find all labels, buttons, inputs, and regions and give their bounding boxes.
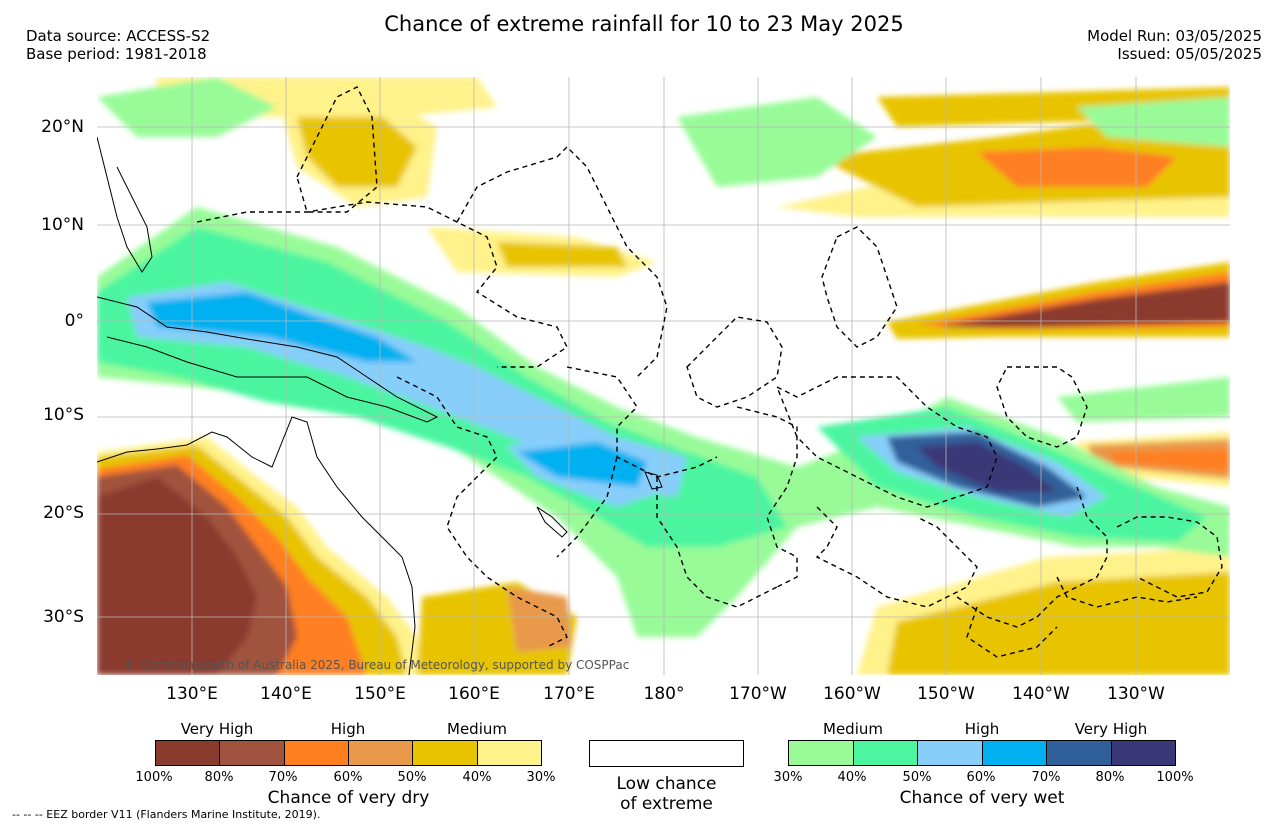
dry-swatch-5 [413, 741, 478, 765]
lon-label-160w: 160°W [823, 684, 881, 704]
wet-tick: 70% [1031, 770, 1061, 785]
model-run: Model Run: 03/05/2025 [1087, 27, 1262, 45]
base-period: Base period: 1981-2018 [26, 45, 207, 63]
map-title: Chance of extreme rainfall for 10 to 23 … [384, 12, 904, 36]
dry-level-medium: Medium [447, 720, 507, 738]
wet-tick: 100% [1156, 770, 1194, 785]
lon-label-170e: 170°E [543, 684, 595, 704]
issued-date: Issued: 05/05/2025 [1117, 45, 1262, 63]
lat-label-20s: 20°S [43, 503, 84, 523]
wet-swatch-2 [853, 741, 918, 765]
dry-tick: 50% [397, 770, 427, 785]
map-canvas [97, 77, 1230, 675]
dry-swatch-2 [220, 741, 285, 765]
dry-tick: 40% [462, 770, 492, 785]
wet-level-very-high: Very High [1074, 720, 1148, 738]
eez-footnote: -- -- -- EEZ border V11 (Flanders Marine… [12, 808, 321, 821]
rainfall-anomaly-field [97, 77, 1230, 675]
rainfall-map: © Commonwealth of Australia 2025, Bureau… [97, 77, 1230, 675]
copyright-credit: © Commonwealth of Australia 2025, Bureau… [124, 658, 630, 672]
coastlines [97, 136, 663, 675]
data-source: Data source: ACCESS-S2 [26, 27, 211, 45]
wet-tick: 30% [773, 770, 803, 785]
wet-tick: 80% [1095, 770, 1125, 785]
wet-tick: 50% [902, 770, 932, 785]
lat-label-30s: 30°S [43, 607, 84, 627]
dry-swatch-4 [348, 741, 414, 765]
low-chance-line2: of extreme [620, 794, 713, 814]
lon-label-130w: 130°W [1107, 684, 1165, 704]
wet-tick: 40% [837, 770, 867, 785]
wet-tick: 60% [966, 770, 996, 785]
dry-caption: Chance of very dry [267, 788, 430, 808]
dry-level-high: High [330, 720, 366, 738]
lat-label-0: 0° [64, 311, 84, 331]
wet-swatch-4 [982, 741, 1047, 765]
lon-label-180: 180° [643, 684, 685, 704]
lon-label-140w: 140°W [1012, 684, 1070, 704]
lat-label-20n: 20°N [41, 117, 84, 137]
dry-tick: 100% [135, 770, 173, 785]
source-info: Data source: ACCESS-S2 Base period: 1981… [26, 27, 210, 63]
dry-tick: 60% [333, 770, 363, 785]
dry-level-very-high: Very High [180, 720, 254, 738]
low-chance-caption: Low chance of extreme [589, 774, 744, 814]
lon-label-130e: 130°E [166, 684, 218, 704]
dry-swatch-3 [284, 741, 349, 765]
wet-swatch-6 [1111, 741, 1175, 765]
lon-label-150w: 150°W [917, 684, 975, 704]
wet-level-medium: Medium [823, 720, 883, 738]
wet-swatch-1 [789, 741, 854, 765]
lon-label-140e: 140°E [260, 684, 312, 704]
wet-swatch-3 [918, 741, 983, 765]
dry-tick: 80% [204, 770, 234, 785]
lat-label-10n: 10°N [41, 215, 84, 235]
lat-label-10s: 10°S [43, 405, 84, 425]
wet-colorbar [788, 740, 1176, 766]
dry-tick: 30% [526, 770, 556, 785]
low-chance-swatch [589, 740, 744, 767]
dry-swatch-1 [156, 741, 221, 765]
wet-level-high: High [964, 720, 1000, 738]
lon-label-170w: 170°W [729, 684, 787, 704]
wet-caption: Chance of very wet [899, 788, 1065, 808]
wet-swatch-5 [1047, 741, 1112, 765]
lon-label-150e: 150°E [354, 684, 406, 704]
lon-label-160e: 160°E [448, 684, 500, 704]
low-chance-line1: Low chance [616, 774, 717, 794]
run-info: Model Run: 03/05/2025 Issued: 05/05/2025 [1087, 27, 1262, 63]
dry-tick: 70% [268, 770, 298, 785]
dry-colorbar [155, 740, 542, 766]
eez-borders [196, 86, 1223, 658]
dry-swatch-6 [477, 741, 541, 765]
